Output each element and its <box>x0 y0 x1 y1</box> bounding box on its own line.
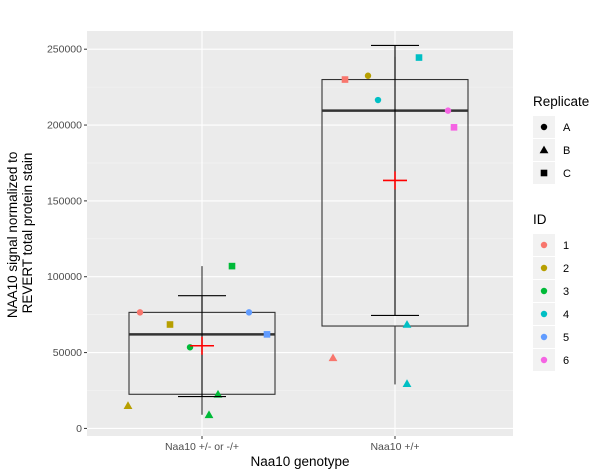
data-point <box>341 76 349 83</box>
legend-id-title: ID <box>533 212 547 227</box>
legend-key-dot <box>540 310 548 318</box>
data-point <box>228 262 236 270</box>
legend-id-label: 6 <box>563 355 569 367</box>
data-point <box>328 353 338 362</box>
data-point <box>263 331 271 338</box>
data-point <box>136 309 144 316</box>
legend-key-dot <box>540 241 548 249</box>
legend-id-label: 1 <box>563 240 569 252</box>
data-point <box>402 379 412 387</box>
data-point <box>213 389 223 398</box>
grid-minor <box>87 86 513 391</box>
legend-id-label: 5 <box>563 332 569 344</box>
legend-id-keys: 1 2 3 4 5 6 <box>533 234 569 371</box>
data-point <box>123 401 133 409</box>
legend-id-label: 3 <box>563 286 569 298</box>
data-point <box>402 320 412 328</box>
y-tick-label: 150000 <box>47 195 82 207</box>
legend-key-dot <box>540 287 548 295</box>
legend-key-shape <box>540 169 548 177</box>
legend-key-shape <box>540 123 548 131</box>
y-tick-label: 200000 <box>47 120 82 132</box>
data-point <box>364 72 372 79</box>
legend-replicate-label: C <box>563 168 571 180</box>
y-tick-label: 100000 <box>47 271 82 283</box>
data-point <box>374 96 382 104</box>
y-axis-title-line-1: NAA10 signal normalized to <box>5 152 20 319</box>
legend-replicate: Replicate ABC <box>533 94 589 184</box>
legend-replicate-keys: ABC <box>533 116 571 184</box>
y-tick-label: 250000 <box>47 44 82 56</box>
y-tick-label: 0 <box>76 423 82 435</box>
x-axis: Naa10 +/- or -/+ Naa10 +/+ <box>165 436 420 453</box>
legend-replicate-title: Replicate <box>533 94 589 109</box>
legend-replicate-label: B <box>563 145 570 157</box>
y-tick-label: 50000 <box>53 347 82 359</box>
legend-id-label: 2 <box>563 263 569 275</box>
legend-key-dot <box>540 356 548 364</box>
data-point <box>204 410 214 419</box>
x-tick-label: Naa10 +/- or -/+ <box>165 441 239 453</box>
data-point <box>245 309 253 316</box>
y-axis: 0 50000 100000 150000 200000 250000 <box>47 44 87 435</box>
legend-key-dot <box>540 333 548 341</box>
points <box>123 54 458 419</box>
mean-markers <box>178 44 419 398</box>
data-point <box>166 321 174 328</box>
legend-replicate-label: A <box>563 122 571 134</box>
y-axis-title-line-2: REVERT total protein stain <box>20 153 35 314</box>
data-point <box>444 107 452 114</box>
data-point <box>450 124 458 131</box>
legend-key-shape <box>539 145 549 154</box>
x-axis-title: Naa10 genotype <box>250 454 349 469</box>
legend-id-label: 4 <box>563 309 569 321</box>
plot-panel <box>87 31 513 436</box>
x-tick-label: Naa10 +/+ <box>370 441 419 453</box>
legend-id: ID 1 2 3 4 5 6 <box>533 212 569 371</box>
y-axis-title: NAA10 signal normalized to REVERT total … <box>5 148 35 318</box>
data-point <box>415 54 423 61</box>
legend-key-dot <box>540 264 548 272</box>
